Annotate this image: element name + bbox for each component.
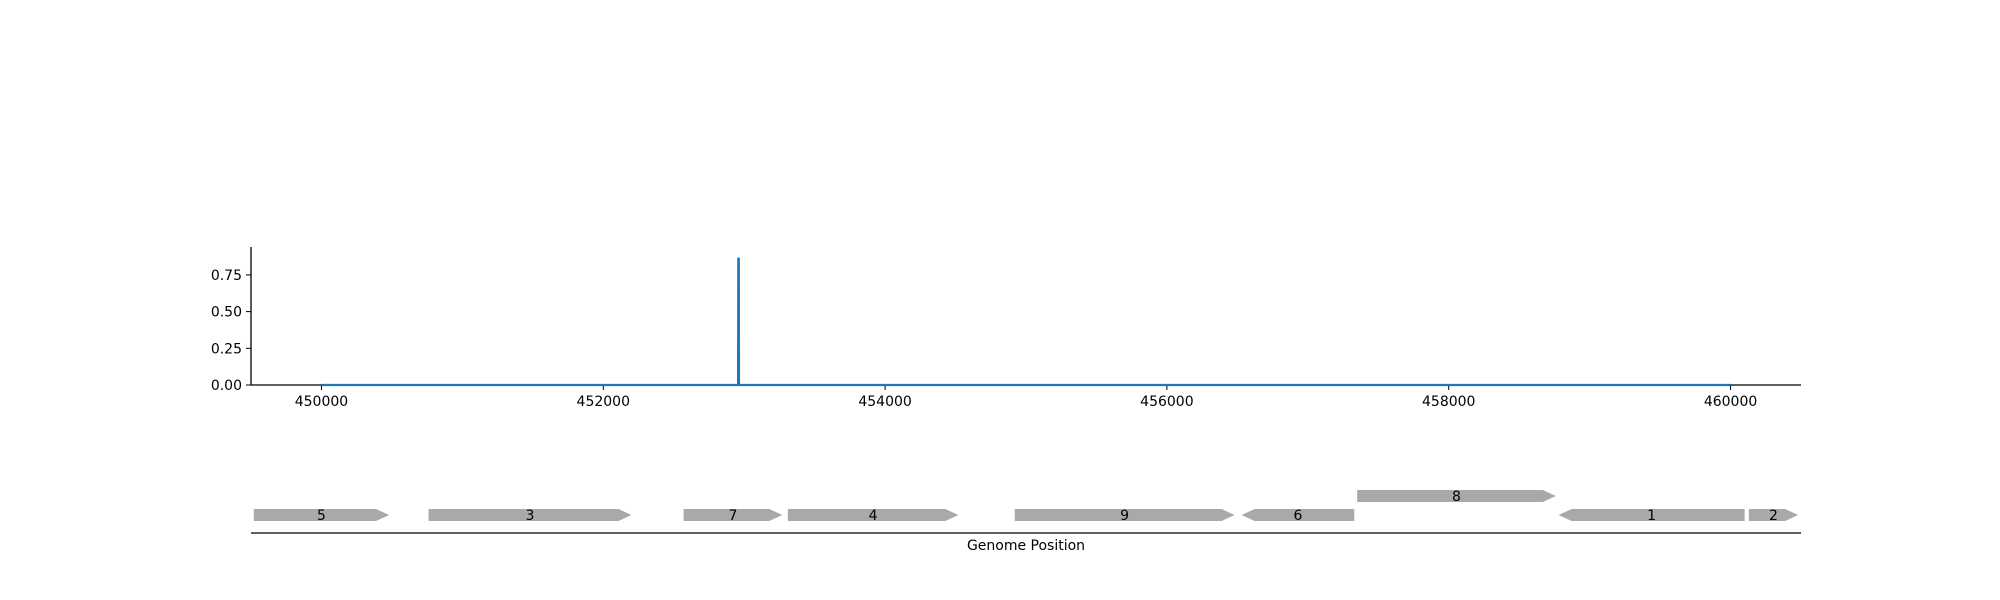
gene-label-8: 8 (1452, 489, 1461, 505)
gene-map-xlabel: Genome Position (967, 538, 1085, 554)
gene-arrow-8 (1357, 490, 1556, 502)
coverage-series (321, 257, 1731, 387)
coverage-axes (250, 247, 1801, 386)
x-tick-label: 454000 (858, 394, 911, 410)
gene-arrow-5 (253, 509, 390, 521)
gene-label-6: 6 (1293, 508, 1302, 524)
gene-label-5: 5 (317, 508, 326, 524)
gene-arrow-3 (428, 509, 632, 521)
gene-map: 5 3 7 4 9 6 8 1 2 Genome Position (251, 489, 1801, 554)
gene-arrow-1 (1558, 509, 1745, 521)
gene-arrow-6 (1241, 509, 1355, 521)
gene-label-4: 4 (869, 508, 878, 524)
y-tick-label: 0.50 (211, 305, 242, 321)
gene-label-9: 9 (1120, 508, 1129, 524)
gene-label-3: 3 (526, 508, 535, 524)
x-tick-label: 460000 (1704, 394, 1757, 410)
x-tick-label: 456000 (1140, 394, 1193, 410)
gene-label-1: 1 (1647, 508, 1656, 524)
gene-arrow-4 (787, 509, 959, 521)
gene-arrow-7 (683, 509, 783, 521)
y-tick-label: 0.00 (211, 378, 242, 394)
x-tick-label: 452000 (577, 394, 630, 410)
y-tick-label: 0.75 (211, 268, 242, 284)
gene-arrow-2 (1748, 509, 1799, 521)
coverage-ticks: 450000 452000 454000 456000 458000 460000 0.00… (211, 268, 1757, 410)
x-tick-label: 450000 (295, 394, 348, 410)
gene-label-2: 2 (1769, 508, 1778, 524)
coverage-plot: 450000 452000 454000 456000 458000 460000 0.00… (211, 247, 1801, 410)
gene-arrow-9 (1014, 509, 1235, 521)
gene-arrows: 5 3 7 4 9 6 8 1 2 (253, 489, 1799, 524)
y-tick-label: 0.25 (211, 341, 242, 357)
coverage-line (321, 257, 1731, 387)
x-tick-label: 458000 (1422, 394, 1475, 410)
gene-label-7: 7 (728, 508, 737, 524)
